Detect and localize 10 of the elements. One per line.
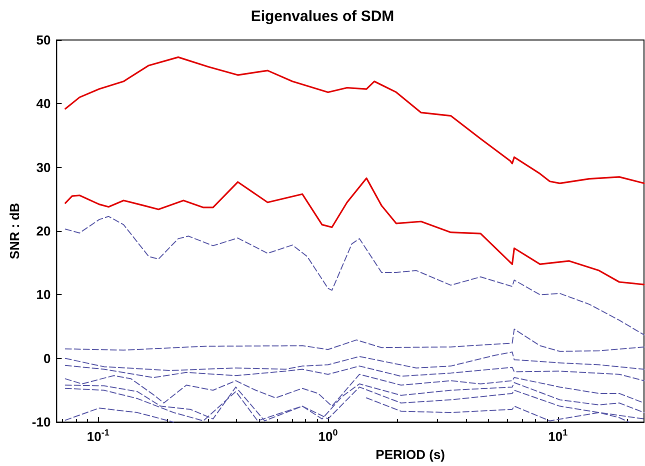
y-tick-label: 0 (43, 350, 51, 366)
x-axis-title: PERIOD (s) (376, 447, 446, 462)
y-tick-label: 30 (36, 160, 51, 175)
y-tick-label: 40 (36, 96, 51, 112)
y-axis-title: SNR : dB (7, 202, 22, 260)
chart-title: Eigenvalues of SDM (250, 8, 394, 25)
y-tick-label: 50 (36, 32, 51, 48)
y-tick-label: 20 (36, 224, 51, 239)
y-tick-label: 10 (36, 287, 51, 302)
y-tick-label: -10 (32, 414, 51, 430)
